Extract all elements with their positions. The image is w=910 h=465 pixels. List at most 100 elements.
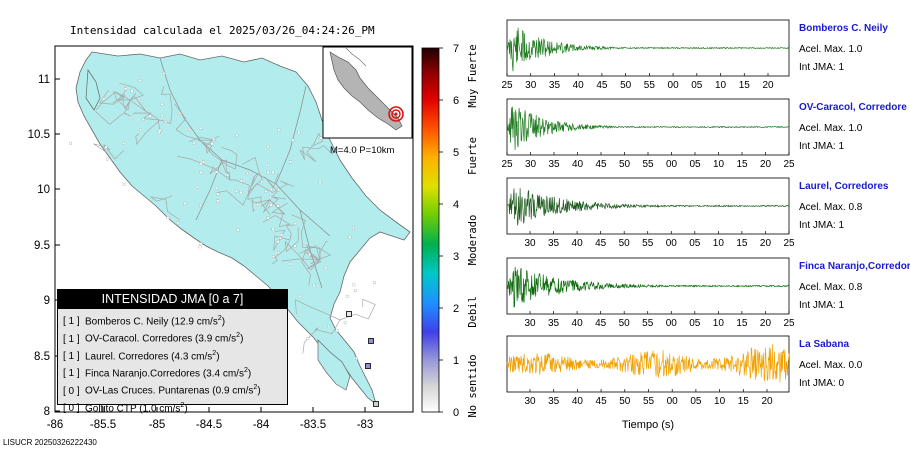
legend-row: [ 1 ] Bomberos C. Neily (12.9 cm/s2) [63,312,287,329]
road-line [285,224,294,241]
legend-row: [ 0 ] OV-Las Cruces. Puntarenas (0.9 cm/s… [63,381,287,398]
colorbar-tick-label: 1 [453,355,459,367]
town-marker [335,329,339,332]
road-line [129,96,161,132]
time-tick-label: 00 [668,80,680,91]
road-line [174,103,201,141]
town-marker [278,236,282,240]
road-line [302,319,341,354]
town-marker [199,171,203,174]
longitude-ticks: -86 -85.5 -85 -84.5 -84 -83.5 -83 [47,407,374,431]
town-marker [298,294,302,298]
road-line [247,180,295,197]
station-accel: Acel. Max. 0.8 [799,282,863,293]
road-line [273,230,291,251]
legend-intensity: [ 1 ] [63,368,80,380]
time-tick-label: 45 [595,159,607,170]
legend-intensity: [ 0 ] [63,385,80,397]
station-name: OV-Caracol, Corredore [799,102,907,113]
time-tick-label: 10 [714,396,726,407]
station-accel: Acel. Max. 0.8 [799,202,863,213]
road-line [150,195,181,221]
time-tick-label: 40 [572,318,584,329]
legend-unit-exponent: 2 [180,401,185,409]
legend-unit-exponent: 2 [253,384,258,392]
colorbar-tick-label: 3 [453,251,459,263]
time-tick-label: 20 [760,159,772,170]
province-border [275,85,307,185]
time-tick-label: 05 [689,159,701,170]
town-marker [348,235,352,239]
time-tick-label: 10 [713,238,725,249]
epicenter-marker [394,112,398,116]
station-marker [373,401,379,407]
lat-tick-label: 8 [44,406,50,418]
time-tick-label: 10 [713,159,725,170]
road-line [159,86,173,124]
lon-tick-label: -86 [47,419,64,431]
lon-tick-label: -83 [357,419,374,431]
town-marker [192,141,196,145]
station-jma: Int JMA: 1 [799,62,844,73]
legend-station-text: Laurel. Corredores (4.3 cm/s [85,350,213,362]
time-tick-label: 05 [689,238,701,249]
time-tick-label: 00 [666,159,678,170]
waveform-panel: 25 30 35 40 45 50 55 00 05 10 15 20 25 OV-Caracol, Co… [501,98,907,170]
lon-tick-label: -84 [253,419,270,431]
colorbar-category-label: Moderado [467,215,479,266]
legend-intensity: [ 1 ] [63,350,80,362]
town-marker [246,172,249,175]
time-tick-label: 20 [760,318,772,329]
town-marker [267,163,270,167]
road-line [305,244,332,265]
town-marker [178,111,181,115]
town-marker [236,228,240,232]
colorbar-category-label: No sentido [467,354,479,417]
time-tick-label: 15 [739,80,751,91]
town-marker [352,226,355,230]
nicoya-gulf-shore [85,68,101,111]
station-name: Laurel, Corredores [799,181,889,192]
road-line [199,139,238,170]
town-marker [176,221,180,225]
road-line [242,156,263,192]
town-marker [318,181,322,184]
road-line [188,136,216,143]
town-marker [188,127,191,131]
road-line [112,93,137,109]
road-line [249,172,259,191]
town-marker [226,173,229,177]
road-line [99,89,131,105]
legend-intensity: [ 1 ] [63,333,80,345]
town-marker [345,294,349,298]
waveform-panel: 30 35 40 45 50 55 00 05 10 15 20 25 Finca Naranjo,Co… [506,257,910,329]
road-line [304,251,322,270]
town-marker [269,203,273,207]
town-marker [312,284,316,287]
town-marker [264,190,268,193]
time-tick-label: 30 [525,80,537,91]
station-markers [346,311,379,407]
road-line [271,239,291,265]
station-accel: Acel. Max. 0.0 [799,360,863,371]
station-marker [365,363,371,369]
epicenter-ring-outer [388,106,404,122]
town-marker [104,145,108,149]
time-tick-label: 20 [762,80,774,91]
town-marker [122,142,125,145]
station-marker [346,311,352,317]
time-tick-label: 20 [761,396,773,407]
town-marker [141,100,144,103]
time-tick-label: 50 [619,318,631,329]
time-tick-label: 10 [713,318,725,329]
town-marker [202,160,205,164]
town-marker [256,203,259,207]
road-line [299,132,324,163]
town-marker [160,114,164,117]
colorbar-tick-label: 2 [453,303,459,315]
town-marker [308,253,311,257]
time-tick-label: 30 [524,238,536,249]
town-marker [327,325,331,328]
lat-tick-label: 10 [37,184,50,196]
